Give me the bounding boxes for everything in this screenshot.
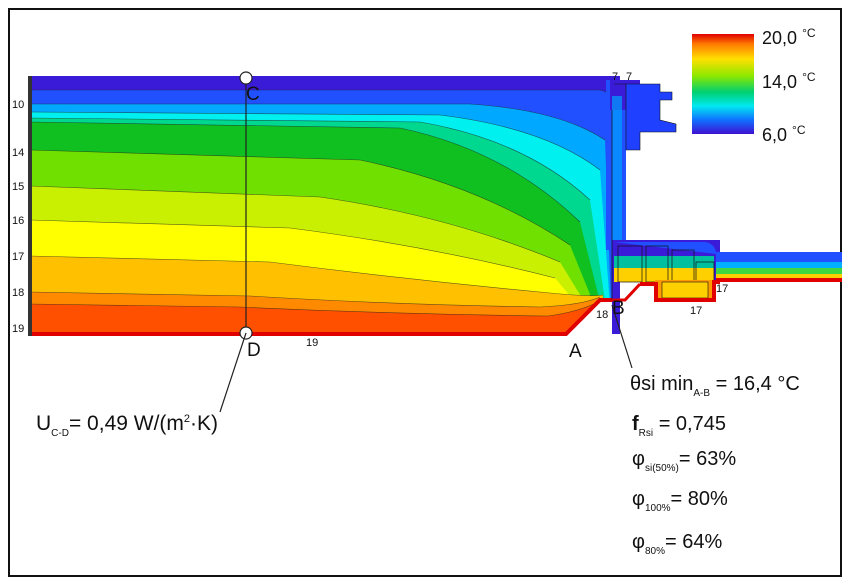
scale-label: 19	[12, 323, 24, 335]
interior-surface-line	[30, 298, 612, 336]
frsi-text: fRsi = 0,745	[632, 413, 726, 439]
phi-100-text: φ100%= 80%	[632, 488, 728, 514]
scale-label: 15	[12, 181, 24, 193]
isotherm-label: 19	[306, 337, 318, 349]
legend-labels: 20,0 °C 14,0 °C 6,0 °C	[762, 26, 816, 145]
scale-label: 14	[12, 147, 24, 159]
isotherm-bands	[30, 76, 620, 334]
theta-min-text: θsi minA-B = 16,4 °C	[630, 373, 800, 399]
u-value-text: UC-D= 0,49 W/(m2·K)	[36, 412, 218, 439]
phi-80-text: φ80%= 64%	[632, 531, 722, 557]
scale-label: 17	[12, 251, 24, 263]
legend-color-bar	[692, 34, 754, 134]
u-value-leader	[219, 332, 247, 413]
isotherm-label: 17	[690, 305, 702, 317]
left-scale: 10 14 15 16 17 18 19	[12, 99, 24, 335]
legend-mid-label: 14,0 °C	[762, 70, 816, 92]
left-edge	[28, 76, 32, 336]
isotherm-label: 7	[626, 71, 632, 83]
window-frame	[606, 80, 842, 302]
scale-label: 18	[12, 287, 24, 299]
point-c-label: C	[246, 84, 260, 105]
legend-max-label: 20,0 °C	[762, 26, 816, 48]
reveal-chamfer	[565, 300, 612, 340]
scale-label: 10	[12, 99, 24, 111]
point-c-marker	[239, 71, 253, 85]
isotherm-label: 17	[716, 283, 728, 295]
point-b-label: B	[612, 298, 625, 319]
isotherm-label: 18	[596, 309, 608, 321]
scale-label: 16	[12, 215, 24, 227]
isotherm-value-labels: 7 7 19 18 17 17	[306, 71, 728, 349]
point-labels: A B C D	[246, 84, 625, 362]
point-d-label: D	[247, 340, 261, 361]
point-a-label: A	[569, 341, 582, 362]
legend-min-label: 6,0 °C	[762, 123, 806, 145]
band-19	[30, 302, 598, 334]
phi-si50-text: φsi(50%)= 63%	[632, 448, 736, 474]
theta-leader	[611, 304, 633, 369]
isotherm-label: 7	[612, 71, 618, 83]
